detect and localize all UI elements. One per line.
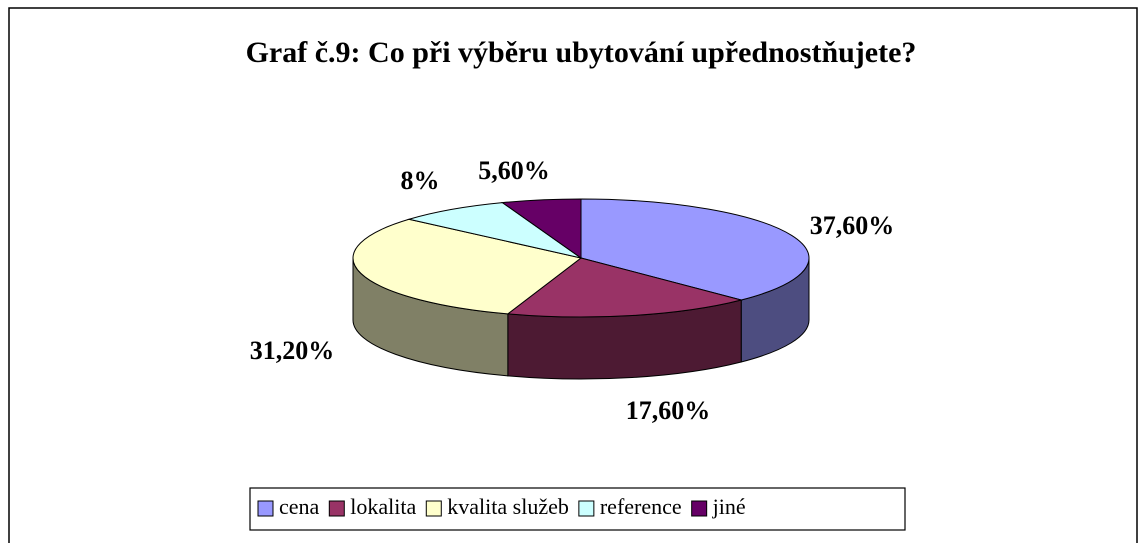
pie-slice: [501, 198, 582, 259]
data-label: 5,60%: [478, 156, 550, 185]
legend-label: lokalita: [350, 494, 416, 519]
legend-swatch: [257, 500, 274, 517]
legend-label: kvalita služeb: [447, 494, 569, 519]
legend-swatch: [691, 500, 708, 517]
data-label: 17,60%: [626, 396, 711, 425]
pie-slice: [407, 202, 582, 259]
legend-swatch: [328, 500, 345, 517]
chart-title: Graf č.9: Co při výběru ubytování upředn…: [246, 36, 917, 69]
pie-slice: [506, 257, 744, 318]
legend-box: [249, 487, 906, 531]
legend-label: reference: [600, 494, 682, 519]
data-label: 8%: [401, 166, 440, 195]
data-label: 37,60%: [810, 211, 895, 240]
legend-swatch: [578, 500, 595, 517]
legend-label: cena: [279, 494, 320, 519]
legend-swatch: [425, 500, 442, 517]
pie-slice: [352, 218, 583, 315]
data-label: 31,20%: [250, 336, 335, 365]
legend-label: jiné: [712, 494, 746, 519]
pie-slice: [580, 198, 810, 301]
